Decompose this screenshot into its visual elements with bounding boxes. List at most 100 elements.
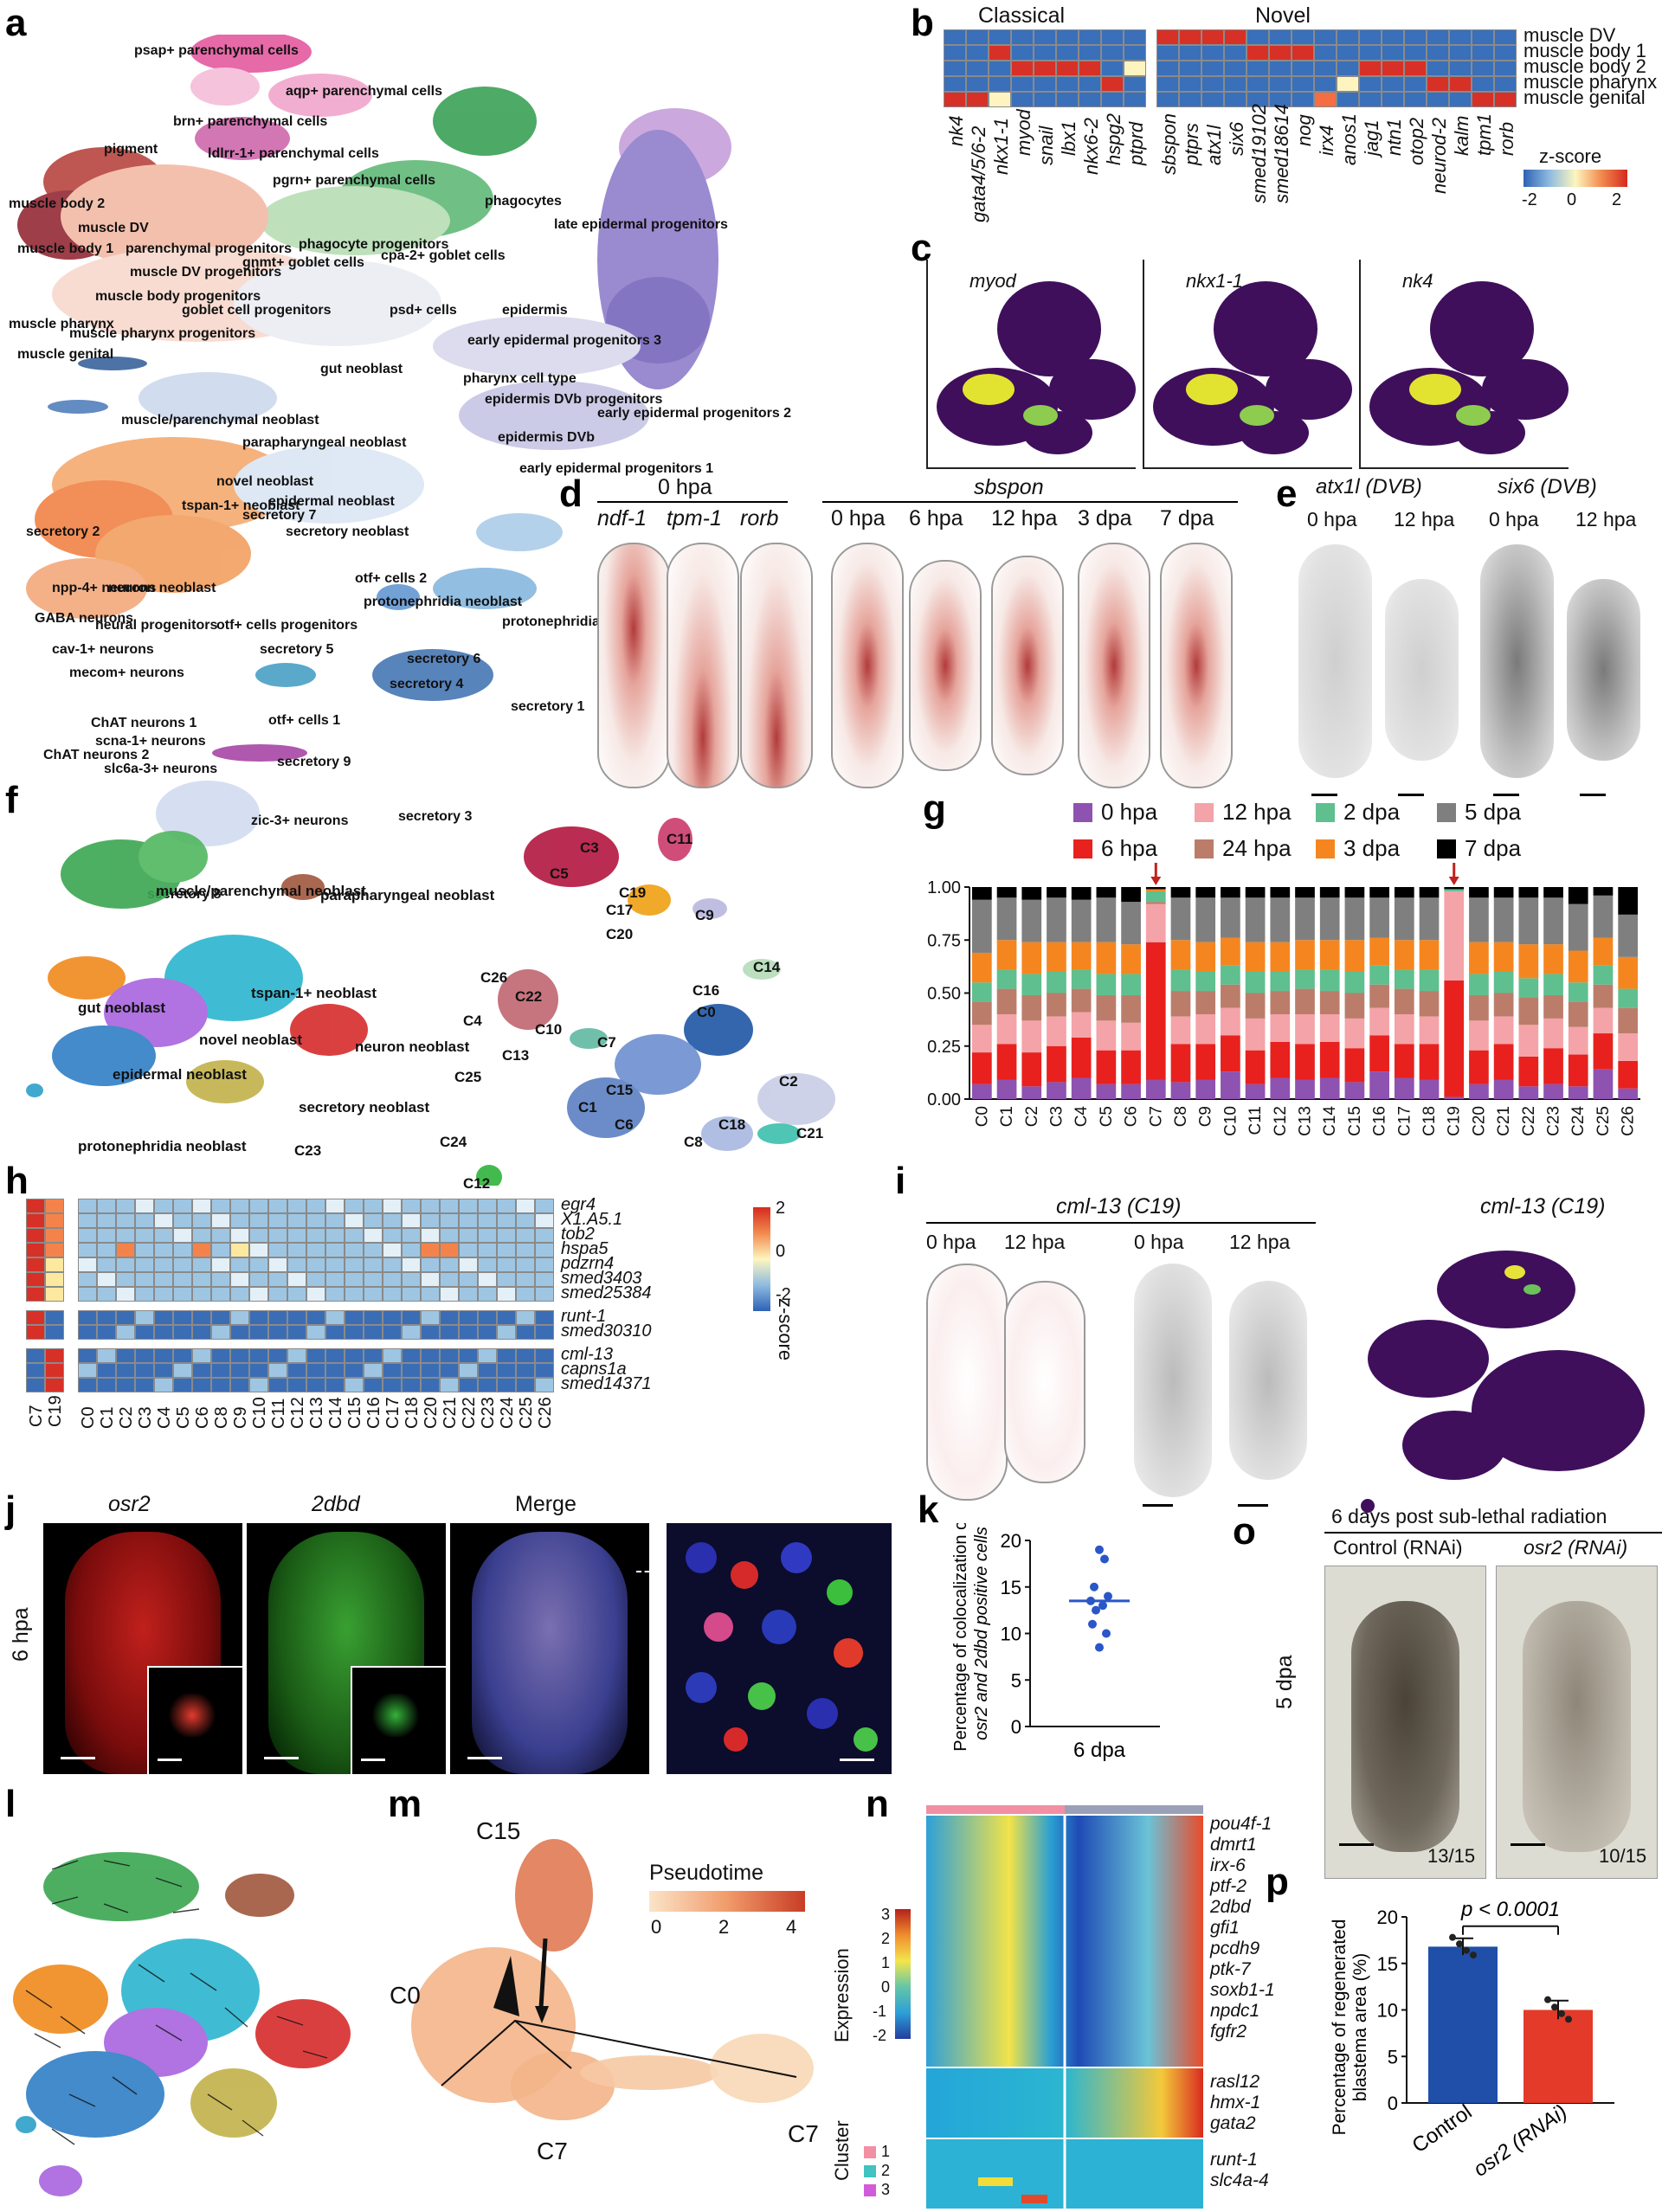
bar-segment — [1145, 902, 1166, 904]
panel-label-b: b — [911, 2, 934, 44]
pseudotime-plot — [411, 1839, 814, 2120]
bar-segment — [1295, 988, 1315, 1014]
heatmap-cell — [459, 1199, 478, 1213]
heatmap-gene-label: otop2 — [1406, 117, 1427, 165]
bar-segment — [1121, 902, 1141, 945]
spatial-section-image — [991, 556, 1064, 775]
heatmap-cell — [45, 1213, 64, 1228]
bar-segment — [1071, 1037, 1092, 1078]
heatmap-cell — [364, 1228, 383, 1243]
heatmap-cell — [1011, 29, 1034, 45]
heatmap-gene-label: smed25384 — [561, 1283, 652, 1302]
heatmap-cell — [192, 1363, 211, 1378]
legend-swatch — [1195, 803, 1214, 822]
heatmap-cell — [173, 1213, 192, 1228]
heatmap-cell — [154, 1378, 173, 1392]
legend-swatch — [1437, 839, 1456, 858]
heatmap-row-label: muscle genital — [1524, 87, 1646, 108]
heatmap-cell — [78, 1228, 97, 1243]
heatmap-cell — [230, 1213, 249, 1228]
heatmap-cell — [135, 1310, 154, 1325]
heatmap-cell — [1472, 76, 1494, 92]
heatmap-cell — [1079, 92, 1101, 107]
heatmap-cell — [116, 1243, 135, 1257]
heatmap-cell — [116, 1199, 135, 1213]
heatmap-cell — [45, 1348, 64, 1363]
heatmap-cell — [78, 1378, 97, 1392]
heatmap-cell — [1079, 29, 1101, 45]
umap-cluster-label: otf+ cells 2 — [355, 570, 428, 586]
cluster-id-label: C3 — [580, 839, 599, 856]
cluster-id-label: C19 — [619, 884, 647, 901]
bar-segment — [1369, 1007, 1389, 1036]
heatmap-cell — [989, 45, 1011, 61]
cluster-id-label: C16 — [692, 982, 720, 999]
bar-segment — [1221, 1071, 1240, 1099]
heatmap-cell — [478, 1257, 497, 1272]
heatmap-cell — [383, 1325, 402, 1340]
heatmap-cell — [402, 1325, 421, 1340]
bar-segment — [1568, 982, 1588, 1002]
h-zscore-bar — [753, 1207, 770, 1311]
heatmap-cell — [1292, 76, 1314, 92]
scale-bar — [467, 1757, 502, 1759]
heatmap-cell — [497, 1213, 516, 1228]
heatmap-cell — [1124, 61, 1146, 76]
heatmap-cell — [135, 1213, 154, 1228]
stacked-bar-chart: 0 hpa 6 hpa 12 hpa 24 hpa 2 dpa 3 dpa 5 dpa 7 d… — [900, 788, 1662, 1160]
umap-cluster-label: gnmt+ goblet cells — [242, 254, 364, 270]
cluster-id-label: C15 — [606, 1082, 634, 1098]
umap-cluster-label: goblet cell progenitors — [182, 303, 332, 318]
heatmap-cell — [268, 1348, 287, 1363]
heatmap-cell — [497, 1228, 516, 1243]
o-col-osr2: osr2 (RNAi) — [1524, 1536, 1628, 1559]
umap-atlas-plot — [17, 31, 731, 846]
bar-segment — [1319, 969, 1340, 992]
heatmap-cell — [325, 1348, 345, 1363]
bar-segment — [1245, 1083, 1266, 1099]
bar-segment — [1245, 972, 1266, 993]
bar-segment — [1047, 942, 1066, 972]
bar-segment — [1369, 1071, 1389, 1099]
umap-cluster-label: zic-3+ neurons — [251, 813, 349, 828]
feature-umap-plot — [1143, 260, 1352, 469]
stacked-bar-svg: 0 hpa 6 hpa 12 hpa 24 hpa 2 dpa 3 dpa 5 dpa 7 d… — [927, 799, 1640, 1136]
heatmap-cell — [459, 1378, 478, 1392]
umap-cluster-label: pharynx cell type — [463, 371, 577, 387]
o-col-control: Control (RNAi) — [1333, 1536, 1463, 1559]
bar-segment — [1369, 965, 1389, 985]
bar-segment — [972, 982, 992, 1002]
heatmap-cell — [306, 1272, 325, 1287]
heatmap-cell — [1101, 61, 1124, 76]
bar-segment — [1394, 897, 1414, 941]
heatmap-cell — [45, 1378, 64, 1392]
heatmap-cell — [287, 1287, 306, 1302]
heatmap-column-label: C11 — [269, 1398, 288, 1429]
pseudotime-tick: 0 — [651, 1916, 662, 1938]
y-tick-label: 0 — [1388, 2093, 1398, 2114]
umap-cluster-label: secretory 7 — [242, 508, 317, 524]
bar-segment — [1344, 887, 1365, 898]
bar-segment — [1096, 1083, 1117, 1099]
heatmap-cell — [1179, 61, 1201, 76]
heatmap-gene-label: myod — [1013, 109, 1034, 156]
bar-segment — [1071, 988, 1092, 1013]
heatmap-cell — [1034, 29, 1056, 45]
heatmap-gene-label: anos1 — [1338, 113, 1360, 165]
heatmap-cell — [345, 1287, 364, 1302]
heatmap-cell — [45, 1363, 64, 1378]
heatmap-cell — [421, 1272, 440, 1287]
heatmap-column-label: C12 — [288, 1397, 307, 1429]
heatmap-cell — [402, 1310, 421, 1325]
zscore-legend-title: z-score — [1539, 145, 1602, 167]
expression-tick: 2 — [881, 1930, 891, 1947]
heatmap-cell — [535, 1310, 554, 1325]
heatmap-cell — [516, 1257, 535, 1272]
heatmap-cell — [535, 1348, 554, 1363]
bar-segment — [1618, 887, 1638, 915]
heatmap-cell — [1494, 92, 1517, 107]
y-tick-label: 15 — [1377, 1953, 1398, 1975]
cluster-id-label: C11 — [667, 831, 693, 847]
heatmap-cell — [1449, 45, 1472, 61]
heatmap-cell — [1472, 61, 1494, 76]
